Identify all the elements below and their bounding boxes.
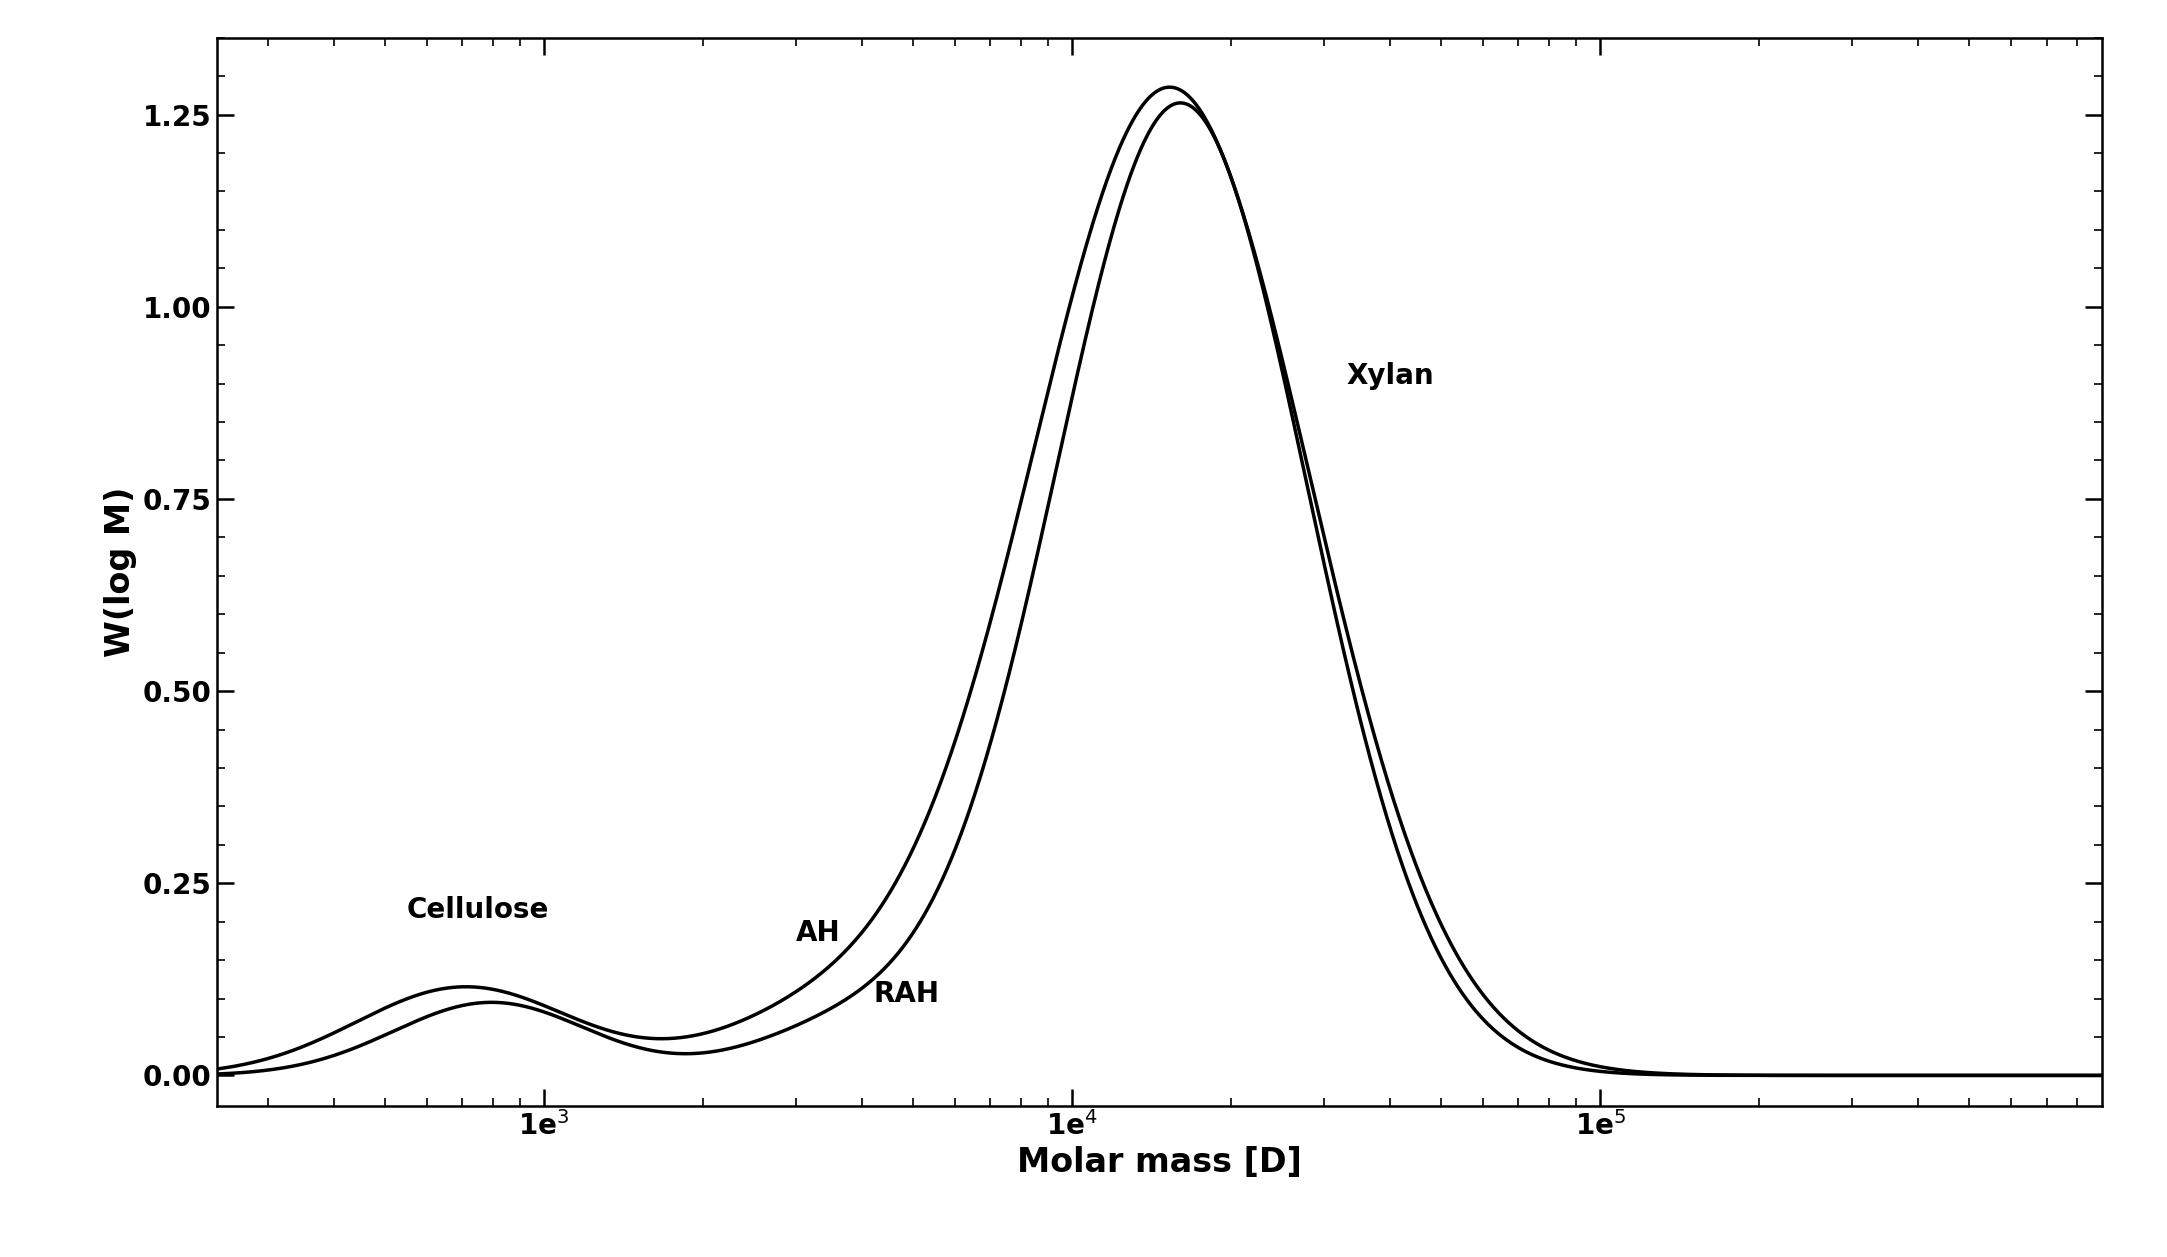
- Y-axis label: W(log M): W(log M): [104, 486, 137, 657]
- Text: Xylan: Xylan: [1346, 362, 1435, 390]
- Text: Cellulose: Cellulose: [407, 896, 550, 924]
- X-axis label: Molar mass [D]: Molar mass [D]: [1016, 1146, 1302, 1179]
- Text: AH: AH: [795, 919, 841, 947]
- Text: RAH: RAH: [873, 980, 938, 1008]
